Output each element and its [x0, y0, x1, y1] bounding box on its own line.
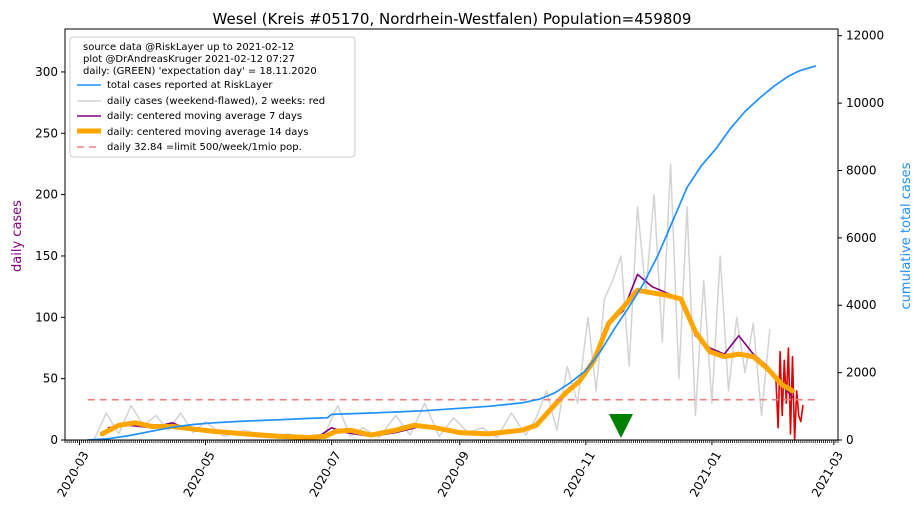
left-tick-label: 0: [50, 433, 58, 447]
left-tick-label: 300: [35, 65, 58, 79]
legend-label-daily: daily cases (weekend-flawed), 2 weeks: r…: [107, 96, 325, 107]
right-axis-label: cumulative total cases: [899, 162, 914, 309]
left-tick-label: 250: [35, 126, 58, 140]
legend-label-avg14: daily: centered moving average 14 days: [107, 127, 308, 138]
chart-title: Wesel (Kreis #05170, Nordrhein-Westfalen…: [213, 10, 692, 28]
right-tick-label: 2000: [846, 366, 877, 380]
legend-label-limit: daily 32.84 =limit 500/week/1mio pop.: [107, 142, 302, 153]
legend-label-total: total cases reported at RiskLayer: [107, 80, 273, 91]
right-tick-label: 10000: [846, 96, 884, 110]
series-daily-cases: [93, 163, 771, 440]
right-tick-label: 6000: [846, 231, 877, 245]
legend-info-line: source data @RiskLayer up to 2021-02-12: [83, 42, 294, 53]
right-y-axis: 0 2000 4000 6000 8000 10000 12000: [838, 29, 884, 447]
expectation-day-marker: [608, 414, 633, 438]
legend-label-avg7: daily: centered moving average 7 days: [107, 111, 302, 122]
series-total-cases: [86, 65, 817, 440]
left-tick-label: 100: [35, 310, 58, 324]
left-tick-label: 200: [35, 188, 58, 202]
left-tick-label: 50: [43, 372, 58, 386]
left-axis-label: daily cases: [10, 200, 25, 272]
legend-info-line: daily: (GREEN) 'expectation day' = 18.11…: [83, 66, 317, 77]
right-tick-label: 12000: [846, 29, 884, 43]
left-y-axis: 0 50 100 150 200 250 300: [35, 65, 65, 447]
right-tick-label: 4000: [846, 298, 877, 312]
plot-area: [86, 65, 817, 440]
legend: source data @RiskLayer up to 2021-02-12 …: [69, 36, 356, 158]
legend-box: [69, 36, 356, 158]
left-tick-label: 150: [35, 249, 58, 263]
legend-info-line: plot @DrAndreasKruger 2021-02-12 07:27: [83, 54, 295, 65]
right-tick-label: 0: [846, 433, 854, 447]
right-tick-label: 8000: [846, 163, 877, 177]
series-avg-14-days: [99, 287, 795, 440]
